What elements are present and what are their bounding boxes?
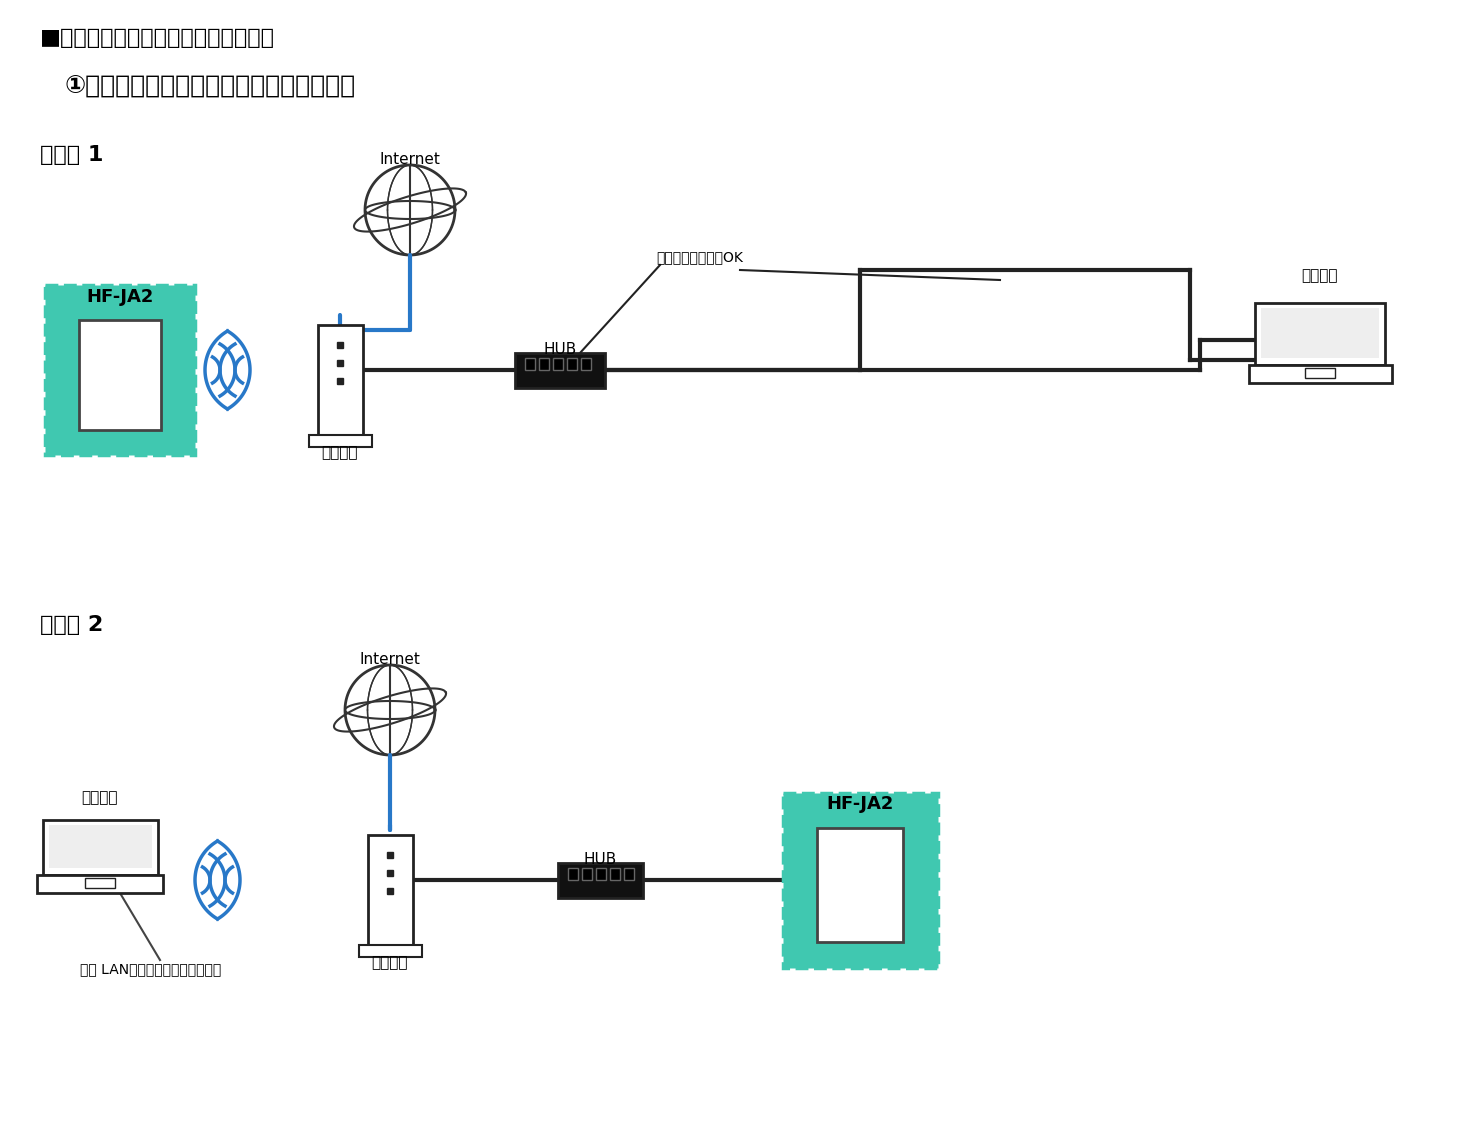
- Bar: [568, 357, 576, 370]
- Bar: [553, 357, 563, 370]
- Bar: [1255, 303, 1386, 365]
- Text: Internet: Internet: [379, 152, 440, 167]
- Bar: [609, 868, 619, 880]
- Bar: [79, 320, 162, 430]
- Text: 接続例 2: 接続例 2: [40, 615, 104, 635]
- Text: HUB: HUB: [584, 852, 617, 868]
- Bar: [596, 868, 606, 880]
- Bar: [818, 828, 903, 942]
- Bar: [49, 824, 151, 868]
- Text: ①本機とパソコンをネットワーク接続する: ①本機とパソコンをネットワーク接続する: [65, 75, 356, 99]
- Bar: [1248, 365, 1392, 383]
- Bar: [516, 353, 605, 388]
- Bar: [43, 820, 157, 875]
- FancyBboxPatch shape: [782, 793, 938, 967]
- Text: ルーター接続でもOK: ルーター接続でもOK: [657, 249, 744, 264]
- Text: HF-JA2: HF-JA2: [827, 795, 894, 813]
- Bar: [539, 357, 548, 370]
- Text: 無線 LANアクセスポイントへ接続: 無線 LANアクセスポイントへ接続: [80, 962, 221, 976]
- Text: パソコン: パソコン: [82, 790, 119, 805]
- Text: HUB: HUB: [544, 342, 576, 357]
- Text: ルーター: ルーター: [322, 445, 359, 460]
- Text: パソコン: パソコン: [1301, 268, 1338, 284]
- Bar: [317, 325, 363, 435]
- Text: ルーター: ルーター: [372, 955, 408, 970]
- Bar: [308, 435, 372, 447]
- Bar: [581, 868, 591, 880]
- Text: Internet: Internet: [360, 652, 421, 667]
- Bar: [368, 835, 412, 945]
- Text: HF-JA2: HF-JA2: [86, 288, 154, 306]
- Bar: [84, 878, 116, 888]
- Bar: [37, 875, 163, 892]
- Bar: [624, 868, 633, 880]
- Bar: [1306, 369, 1335, 378]
- Bar: [581, 357, 591, 370]
- Bar: [557, 863, 643, 897]
- Bar: [568, 868, 578, 880]
- Bar: [525, 357, 535, 370]
- Bar: [1261, 308, 1378, 358]
- Text: ■ファームウェアのアップデート手順: ■ファームウェアのアップデート手順: [40, 28, 276, 48]
- FancyBboxPatch shape: [44, 285, 196, 455]
- Text: 接続例 1: 接続例 1: [40, 145, 104, 166]
- Bar: [359, 945, 421, 957]
